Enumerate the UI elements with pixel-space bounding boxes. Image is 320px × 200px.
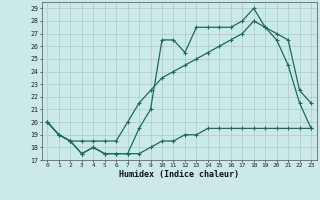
X-axis label: Humidex (Indice chaleur): Humidex (Indice chaleur) bbox=[119, 170, 239, 179]
